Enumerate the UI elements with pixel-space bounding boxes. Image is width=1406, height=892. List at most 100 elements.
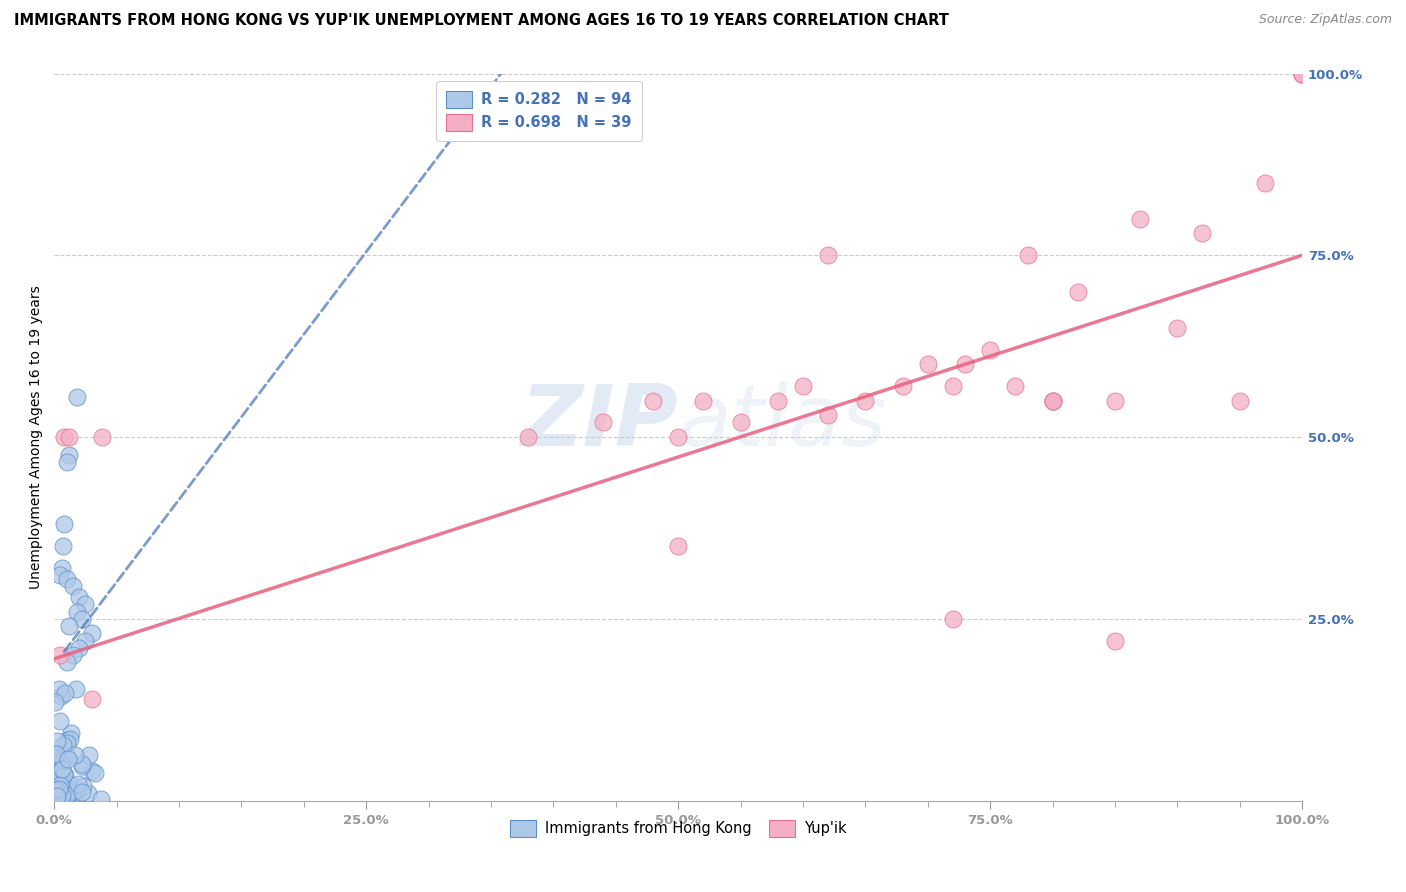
- Point: [1166, 321, 1188, 335]
- Point: [80, 626, 103, 640]
- Point: [1104, 393, 1126, 408]
- Point: [70, 612, 93, 626]
- Point: [62, 648, 84, 662]
- Point: [80, 764, 103, 778]
- Point: [46, 789, 69, 803]
- Point: [44, 767, 66, 781]
- Point: [692, 393, 714, 408]
- Point: [63, 748, 86, 763]
- Point: [979, 343, 1001, 357]
- Point: [55, 572, 77, 586]
- Point: [56, 736, 79, 750]
- Point: [48, 782, 70, 797]
- Point: [53, 773, 76, 788]
- Point: [58, 430, 80, 444]
- Point: [66, 605, 89, 619]
- Point: [1229, 393, 1251, 408]
- Point: [52, 738, 75, 752]
- Point: [666, 430, 689, 444]
- Point: [1042, 393, 1064, 408]
- Point: [955, 357, 977, 371]
- Point: [67, 640, 90, 655]
- Point: [48, 783, 70, 797]
- Point: [58, 619, 80, 633]
- Point: [44, 788, 66, 802]
- Point: [56, 752, 79, 766]
- Point: [917, 357, 939, 371]
- Point: [59, 778, 82, 792]
- Point: [942, 379, 965, 393]
- Point: [48, 714, 70, 728]
- Point: [44, 790, 66, 805]
- Point: [75, 597, 97, 611]
- Point: [46, 747, 69, 761]
- Point: [58, 786, 80, 800]
- Point: [1291, 66, 1313, 80]
- Point: [45, 790, 67, 805]
- Point: [46, 763, 69, 777]
- Point: [48, 682, 70, 697]
- Point: [59, 789, 82, 803]
- Point: [46, 790, 69, 805]
- Point: [53, 768, 76, 782]
- Legend: Immigrants from Hong Kong, Yup'ik: Immigrants from Hong Kong, Yup'ik: [502, 813, 853, 844]
- Point: [66, 783, 89, 797]
- Point: [1017, 248, 1039, 262]
- Y-axis label: Unemployment Among Ages 16 to 19 years: Unemployment Among Ages 16 to 19 years: [30, 285, 44, 589]
- Point: [60, 726, 83, 740]
- Point: [46, 789, 69, 803]
- Point: [51, 762, 73, 776]
- Point: [45, 790, 67, 805]
- Point: [643, 393, 665, 408]
- Point: [44, 780, 66, 794]
- Point: [817, 248, 839, 262]
- Point: [1042, 393, 1064, 408]
- Point: [58, 732, 80, 747]
- Point: [766, 393, 789, 408]
- Point: [77, 748, 100, 763]
- Point: [72, 780, 94, 794]
- Point: [70, 785, 93, 799]
- Point: [56, 789, 79, 803]
- Point: [51, 561, 73, 575]
- Point: [56, 784, 79, 798]
- Point: [62, 785, 84, 799]
- Point: [90, 792, 112, 806]
- Point: [90, 430, 112, 444]
- Point: [83, 766, 105, 780]
- Point: [55, 747, 77, 761]
- Point: [56, 785, 79, 799]
- Point: [65, 681, 87, 696]
- Point: [56, 732, 79, 747]
- Text: Source: ZipAtlas.com: Source: ZipAtlas.com: [1258, 13, 1392, 27]
- Point: [891, 379, 914, 393]
- Point: [49, 785, 72, 799]
- Point: [592, 416, 614, 430]
- Point: [730, 416, 752, 430]
- Point: [52, 539, 75, 553]
- Point: [46, 757, 69, 772]
- Point: [48, 781, 70, 796]
- Point: [53, 517, 76, 532]
- Point: [817, 408, 839, 422]
- Point: [1004, 379, 1026, 393]
- Point: [45, 766, 67, 780]
- Point: [46, 734, 69, 748]
- Point: [666, 539, 689, 553]
- Point: [55, 788, 77, 802]
- Point: [44, 785, 66, 799]
- Point: [49, 689, 72, 703]
- Point: [44, 793, 66, 807]
- Point: [46, 792, 69, 806]
- Point: [45, 791, 67, 805]
- Point: [55, 656, 77, 670]
- Point: [1129, 211, 1152, 226]
- Point: [62, 579, 84, 593]
- Point: [44, 756, 66, 770]
- Point: [942, 612, 965, 626]
- Point: [62, 785, 84, 799]
- Point: [55, 455, 77, 469]
- Point: [853, 393, 876, 408]
- Point: [66, 390, 89, 404]
- Point: [72, 757, 94, 772]
